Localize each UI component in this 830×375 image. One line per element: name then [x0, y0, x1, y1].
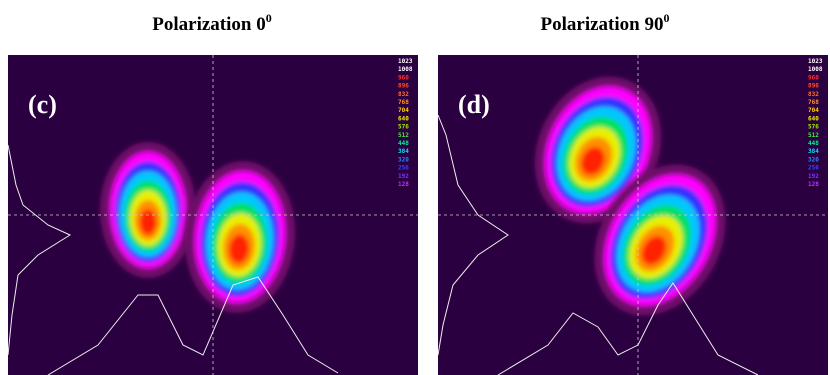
scale-label: 448 [808, 140, 819, 147]
scale-label: 1008 [398, 66, 413, 73]
scale-label: 832 [808, 91, 819, 98]
scale-label: 320 [808, 156, 819, 163]
scale-label: 512 [398, 132, 409, 139]
vertical-profile [7, 144, 72, 356]
contour [641, 235, 667, 265]
title-text: Polarization 90 [541, 14, 664, 35]
scale-label: 576 [808, 124, 819, 131]
scale-label: 1023 [808, 58, 823, 65]
contour [229, 234, 249, 264]
scale-label: 768 [808, 99, 819, 106]
scale-label: 192 [808, 173, 819, 180]
scale-label: 256 [398, 165, 409, 172]
scale-label: 896 [808, 83, 819, 90]
beam-lobe [594, 164, 726, 316]
beam-lobe [184, 161, 296, 313]
horizontal-profile [47, 276, 339, 375]
scale-label: 384 [398, 148, 409, 155]
scale-label: 448 [398, 140, 409, 147]
scale-label: 192 [398, 173, 409, 180]
scale-label: 384 [808, 148, 819, 155]
vertical-profile [437, 114, 509, 356]
title-text: Polarization 0 [152, 14, 265, 35]
scale-label: 704 [398, 107, 409, 114]
scale-label: 960 [808, 74, 819, 81]
scale-label: 1023 [398, 58, 413, 65]
horizontal-profile [497, 282, 759, 375]
scale-label: 128 [398, 181, 409, 188]
scale-label: 640 [398, 115, 409, 122]
scale-label: 640 [808, 115, 819, 122]
scale-label: 1008 [808, 66, 823, 73]
scale-label: 768 [398, 99, 409, 106]
scale-label: 704 [808, 107, 819, 114]
panel-label: (d) [458, 90, 490, 119]
panel-label: (c) [28, 90, 57, 119]
scale-label: 960 [398, 74, 409, 81]
panel-title: Polarization 900 [541, 11, 670, 35]
beam-lobe [534, 76, 662, 224]
beam-lobe [100, 142, 196, 278]
scale-label: 512 [808, 132, 819, 139]
scale-label: 320 [398, 156, 409, 163]
scale-label: 832 [398, 91, 409, 98]
title-superscript: 0 [663, 11, 669, 25]
contour [581, 146, 605, 175]
title-superscript: 0 [266, 11, 272, 25]
scale-label: 896 [398, 83, 409, 90]
scale-label: 256 [808, 165, 819, 172]
scale-label: 128 [808, 181, 819, 188]
panel-title: Polarization 00 [152, 11, 271, 35]
scale-label: 576 [398, 124, 409, 131]
contour [139, 209, 157, 235]
